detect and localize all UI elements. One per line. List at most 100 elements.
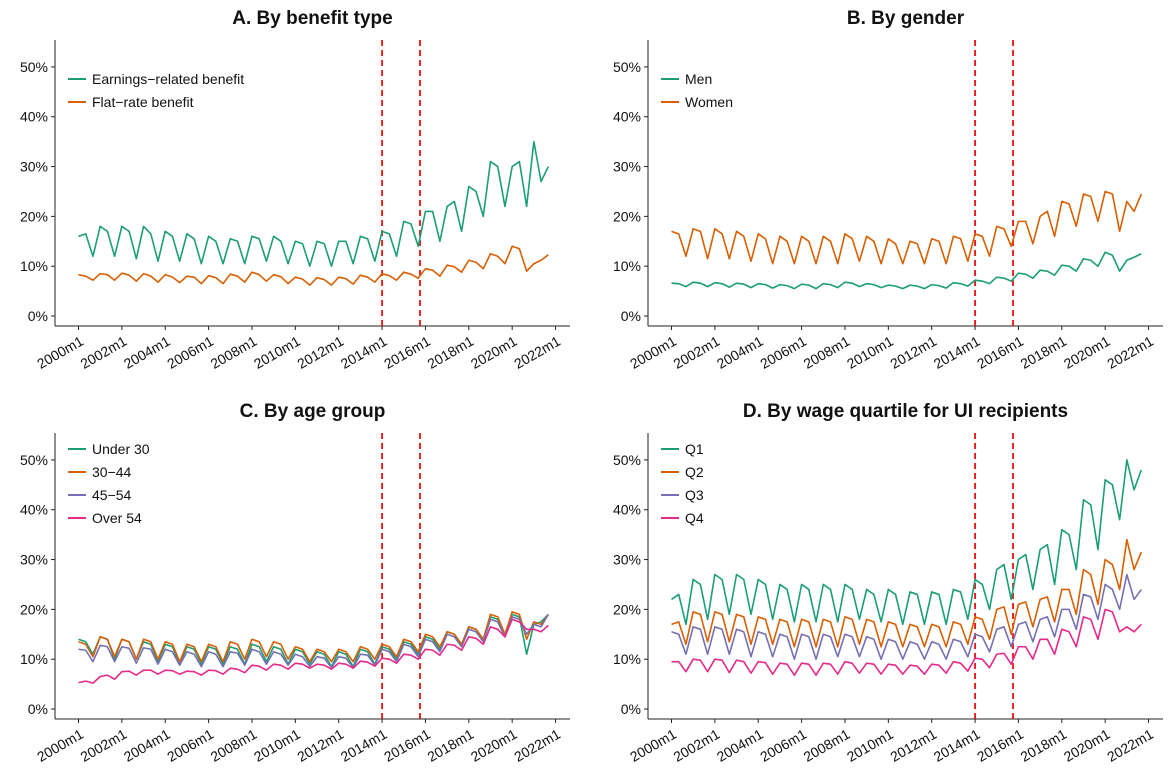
x-tick-label: 2006m1 — [757, 333, 809, 372]
x-tick-label: 2022m1 — [1104, 333, 1156, 372]
x-tick-label: 2006m1 — [164, 726, 216, 765]
y-tick-label: 10% — [613, 258, 641, 274]
y-tick-label: 50% — [20, 59, 48, 75]
series-line — [78, 245, 549, 286]
legend-label: Q2 — [685, 464, 704, 480]
y-tick-label: 10% — [20, 258, 48, 274]
x-tick-label: 2000m1 — [34, 726, 86, 765]
x-tick-label: 2022m1 — [511, 726, 563, 765]
x-tick-label: 2018m1 — [1017, 726, 1069, 765]
legend-label: Men — [685, 71, 712, 87]
x-tick-label: 2022m1 — [1104, 726, 1156, 765]
legend-label: Q4 — [685, 510, 704, 526]
x-tick-label: 2018m1 — [424, 333, 476, 372]
x-tick-label: 2008m1 — [801, 333, 853, 372]
x-tick-label: 2000m1 — [34, 333, 86, 372]
series-line — [78, 611, 549, 663]
y-tick-label: 20% — [20, 208, 48, 224]
legend-label: Earnings−related benefit — [92, 71, 244, 87]
x-tick-label: 2016m1 — [381, 333, 433, 372]
x-tick-label: 2000m1 — [627, 333, 679, 372]
x-tick-label: 2020m1 — [1061, 333, 1113, 372]
y-tick-label: 30% — [613, 552, 641, 568]
y-tick-label: 50% — [613, 59, 641, 75]
x-tick-label: 2004m1 — [121, 726, 173, 765]
x-tick-label: 2006m1 — [164, 333, 216, 372]
x-tick-label: 2020m1 — [468, 726, 520, 765]
x-tick-label: 2004m1 — [714, 333, 766, 372]
x-tick-label: 2022m1 — [511, 333, 563, 372]
series-line — [671, 251, 1142, 290]
x-tick-label: 2012m1 — [294, 333, 346, 372]
x-tick-label: 2012m1 — [294, 726, 346, 765]
series-line — [78, 613, 550, 669]
legend-label: Over 54 — [92, 510, 142, 526]
x-tick-label: 2020m1 — [1061, 726, 1113, 765]
y-tick-label: 0% — [621, 308, 641, 324]
x-tick-label: 2006m1 — [757, 726, 809, 765]
series-line — [671, 190, 1143, 265]
x-tick-label: 2014m1 — [931, 333, 983, 372]
x-tick-label: 2008m1 — [208, 333, 260, 372]
x-tick-label: 2018m1 — [424, 726, 476, 765]
y-tick-label: 0% — [28, 701, 48, 717]
legend-label: 45−54 — [92, 487, 132, 503]
x-tick-label: 2010m1 — [251, 333, 303, 372]
series-line — [671, 459, 1143, 626]
x-tick-label: 2004m1 — [714, 726, 766, 765]
series-line — [78, 618, 549, 684]
x-tick-label: 2008m1 — [801, 726, 853, 765]
legend-label: Q1 — [685, 441, 704, 457]
x-tick-label: 2014m1 — [338, 726, 390, 765]
x-tick-label: 2014m1 — [338, 333, 390, 372]
x-tick-label: 2004m1 — [121, 333, 173, 372]
x-tick-label: 2002m1 — [671, 726, 723, 765]
y-tick-label: 40% — [613, 502, 641, 518]
y-tick-label: 30% — [20, 552, 48, 568]
y-tick-label: 50% — [20, 452, 48, 468]
panel-title: B. By gender — [847, 8, 965, 29]
x-tick-label: 2008m1 — [208, 726, 260, 765]
x-tick-label: 2010m1 — [844, 726, 896, 765]
x-tick-label: 2010m1 — [251, 726, 303, 765]
y-tick-label: 30% — [20, 159, 48, 175]
panel-title: A. By benefit type — [232, 8, 392, 29]
x-tick-label: 2012m1 — [887, 333, 939, 372]
y-tick-label: 30% — [613, 159, 641, 175]
x-tick-label: 2016m1 — [974, 333, 1026, 372]
x-tick-label: 2016m1 — [381, 726, 433, 765]
y-tick-label: 0% — [28, 308, 48, 324]
series-line — [671, 608, 1142, 676]
series-line — [671, 538, 1143, 648]
y-tick-label: 10% — [613, 651, 641, 667]
panel-title: D. By wage quartile for UI recipients — [743, 401, 1068, 422]
x-tick-label: 2002m1 — [671, 333, 723, 372]
y-tick-label: 40% — [613, 109, 641, 125]
x-tick-label: 2016m1 — [974, 726, 1026, 765]
x-tick-label: 2012m1 — [887, 726, 939, 765]
series-line — [671, 573, 1142, 661]
panel-title: C. By age group — [240, 401, 386, 422]
x-tick-label: 2002m1 — [78, 726, 130, 765]
y-tick-label: 0% — [621, 701, 641, 717]
x-tick-label: 2020m1 — [468, 333, 520, 372]
y-tick-label: 20% — [20, 601, 48, 617]
y-tick-label: 50% — [613, 452, 641, 468]
x-tick-label: 2010m1 — [844, 333, 896, 372]
y-tick-label: 20% — [613, 208, 641, 224]
x-tick-label: 2014m1 — [931, 726, 983, 765]
y-tick-label: 20% — [613, 601, 641, 617]
y-tick-label: 10% — [20, 651, 48, 667]
legend-label: Under 30 — [92, 441, 150, 457]
y-tick-label: 40% — [20, 502, 48, 518]
series-line — [78, 140, 550, 268]
legend-label: Women — [685, 94, 733, 110]
legend-label: Q3 — [685, 487, 704, 503]
x-tick-label: 2002m1 — [78, 333, 130, 372]
x-tick-label: 2000m1 — [627, 726, 679, 765]
legend-label: Flat−rate benefit — [92, 94, 194, 110]
y-tick-label: 40% — [20, 109, 48, 125]
legend-label: 30−44 — [92, 464, 132, 480]
